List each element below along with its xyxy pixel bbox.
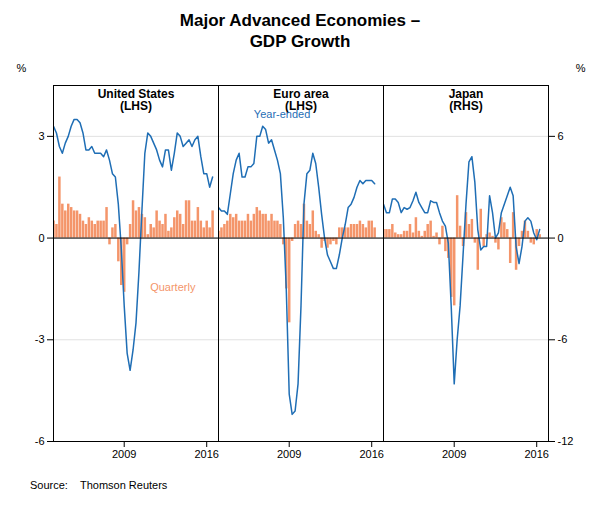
svg-text:-3: -3 [34, 333, 44, 345]
svg-text:%: % [575, 62, 585, 74]
svg-text:-6: -6 [557, 333, 567, 345]
svg-text:United States(LHS): United States(LHS) [97, 87, 174, 113]
svg-text:6: 6 [557, 129, 563, 141]
svg-text:0: 0 [38, 231, 44, 243]
svg-text:2009: 2009 [276, 448, 300, 460]
svg-text:2016: 2016 [359, 448, 383, 460]
svg-text:2016: 2016 [194, 448, 218, 460]
svg-text:2016: 2016 [524, 448, 548, 460]
svg-text:Japan(RHS): Japan(RHS) [448, 87, 483, 113]
svg-text:%: % [16, 62, 26, 74]
svg-text:2009: 2009 [111, 448, 135, 460]
svg-text:2009: 2009 [441, 448, 465, 460]
svg-text:Quarterly: Quarterly [150, 280, 196, 292]
svg-text:-12: -12 [557, 435, 573, 447]
svg-text:0: 0 [557, 231, 563, 243]
svg-text:3: 3 [38, 129, 44, 141]
svg-text:-6: -6 [34, 435, 44, 447]
svg-text:Year-ended: Year-ended [253, 107, 309, 119]
